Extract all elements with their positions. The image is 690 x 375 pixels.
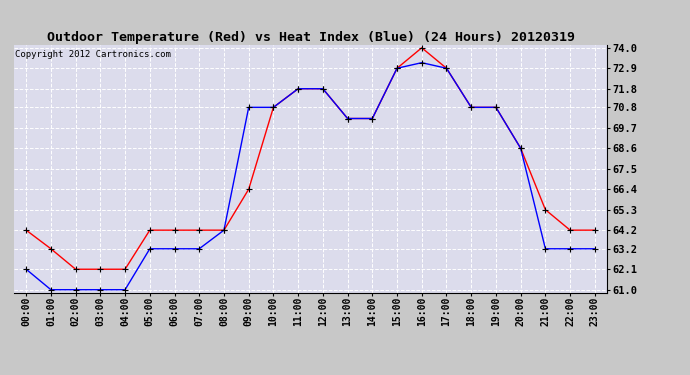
Title: Outdoor Temperature (Red) vs Heat Index (Blue) (24 Hours) 20120319: Outdoor Temperature (Red) vs Heat Index … — [46, 31, 575, 44]
Text: Copyright 2012 Cartronics.com: Copyright 2012 Cartronics.com — [15, 50, 171, 59]
